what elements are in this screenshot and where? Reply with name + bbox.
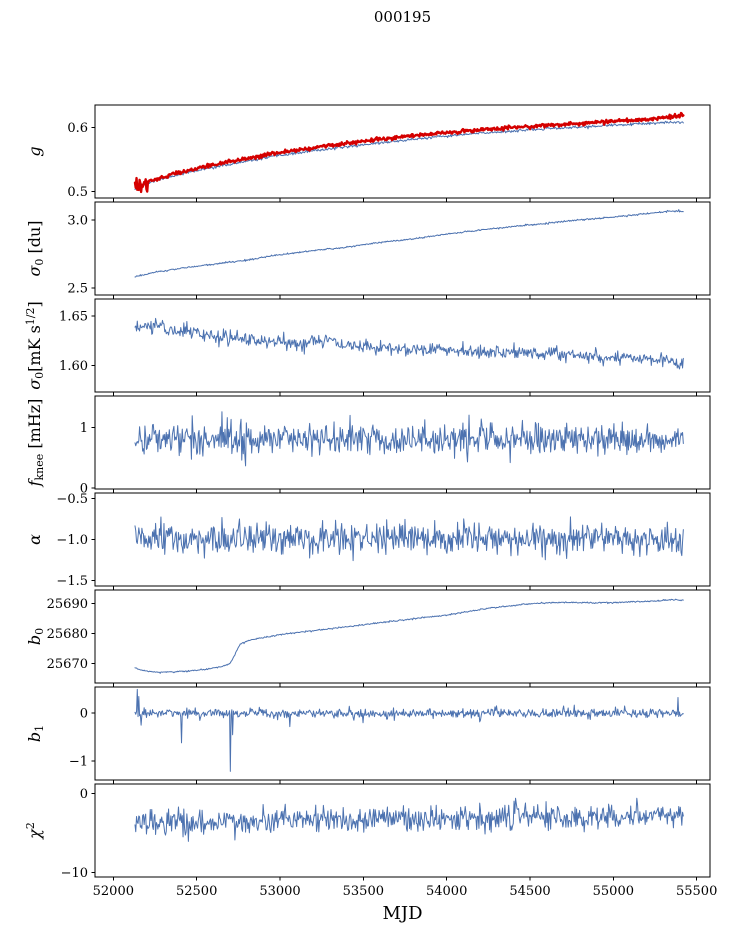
series-g-blue [134, 120, 684, 190]
series-fknee-line [134, 411, 684, 467]
subplot-frame-sigma0-mk [94, 298, 711, 393]
series-alpha-line [134, 516, 684, 562]
y-tick-label: 0.6 [67, 121, 88, 136]
series-g-red [133, 111, 685, 194]
ylabel-fknee: fknee [mHz] [25, 399, 46, 488]
x-tick-label: 52000 [93, 884, 134, 899]
y-tick-label: −10 [61, 866, 88, 881]
ylabel-alpha: α [25, 534, 44, 545]
y-tick-label: 0 [80, 481, 88, 496]
y-tick-label: 25690 [47, 597, 88, 612]
ylabel-sigma0-mk: σ0[mK s1/2] [24, 301, 46, 390]
x-tick-label: 55500 [676, 884, 717, 899]
x-tick-label: 54500 [509, 884, 550, 899]
y-tick-label: 1 [80, 421, 88, 436]
y-tick-label: −1.5 [56, 574, 88, 589]
ylabel-g: g [25, 146, 44, 156]
x-axis-label: MJD [382, 903, 423, 924]
y-tick-label: 1.60 [59, 359, 88, 374]
subplot-frame-b1 [94, 686, 711, 781]
ylabel-chi2: χ2 [24, 822, 44, 840]
ylabel-b0: b0 [25, 628, 46, 645]
subplot-frame-sigma0-du [94, 201, 711, 296]
series-b1-line [134, 688, 684, 772]
ylabel-sigma0-du: σ0 [du] [25, 220, 46, 276]
y-tick-label: 25680 [47, 627, 88, 642]
x-tick-label: 53000 [259, 884, 300, 899]
y-tick-label: −1 [69, 754, 88, 769]
series-chi2-line [134, 797, 684, 842]
series-sigma0-du-line [134, 209, 684, 278]
y-tick-label: 0.5 [67, 185, 88, 200]
figure-title: 000195 [373, 8, 432, 26]
y-tick-label: 3.0 [67, 213, 88, 228]
x-tick-label: 54000 [426, 884, 467, 899]
subplot-frame-b0 [94, 589, 711, 684]
series-b0-line [134, 598, 684, 674]
x-tick-label: 53500 [343, 884, 384, 899]
subplot-frame-alpha [94, 492, 711, 587]
subplot-frame-g [94, 104, 711, 199]
ylabel-b1: b1 [25, 725, 46, 742]
x-tick-label: 52500 [176, 884, 217, 899]
y-tick-label: 25670 [47, 657, 88, 672]
subplot-frame-fknee [94, 395, 711, 490]
x-tick-label: 55000 [593, 884, 634, 899]
y-tick-label: 0 [80, 787, 88, 802]
series-sigma0-mk-line [134, 317, 684, 370]
y-tick-label: 1.65 [59, 309, 88, 324]
y-tick-label: −0.5 [56, 492, 88, 507]
subplot-frame-chi2 [94, 783, 711, 878]
y-tick-label: −1.0 [56, 533, 88, 548]
y-tick-label: 2.5 [67, 282, 88, 297]
y-tick-label: 0 [80, 707, 88, 722]
